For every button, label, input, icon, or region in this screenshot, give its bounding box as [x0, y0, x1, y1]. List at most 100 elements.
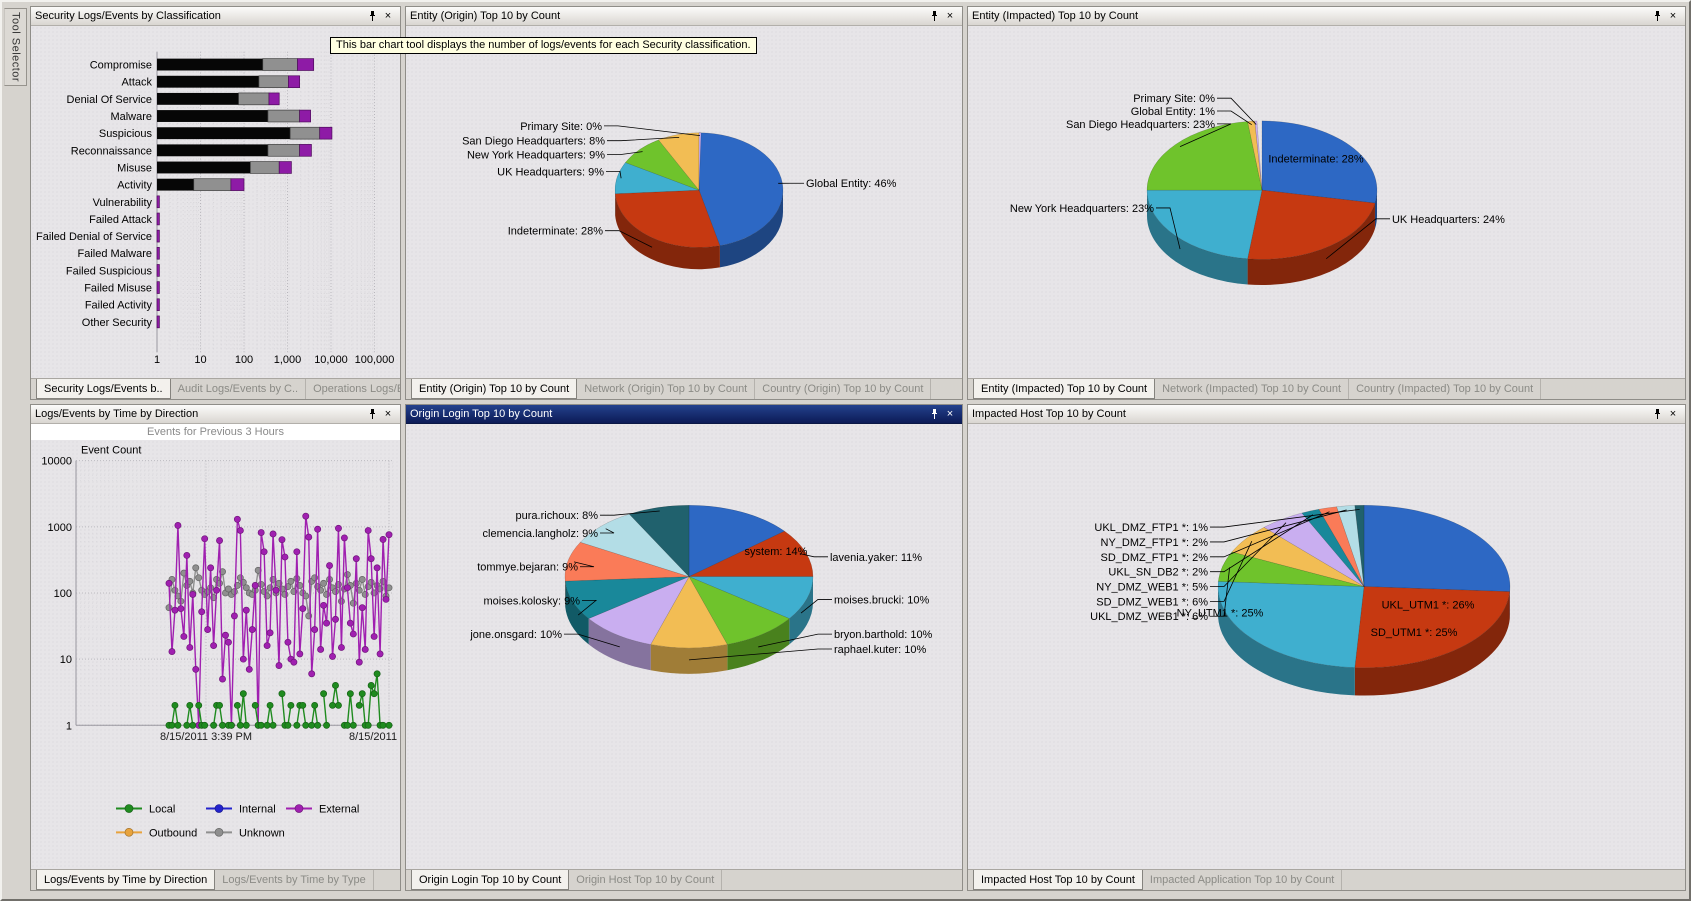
- pin-icon[interactable]: [364, 9, 380, 23]
- svg-text:New York Headquarters: 9%: New York Headquarters: 9%: [467, 150, 605, 162]
- panel-tab-row: Security Logs/Events b.. Audit Logs/Event…: [31, 378, 400, 399]
- panel-titlebar[interactable]: Logs/Events by Time by Direction ×: [31, 405, 400, 424]
- svg-text:Vulnerability: Vulnerability: [93, 197, 153, 209]
- legend-item-external[interactable]: External: [286, 804, 359, 816]
- close-icon[interactable]: ×: [1669, 9, 1677, 22]
- close-icon[interactable]: ×: [946, 9, 954, 22]
- panel-title: Security Logs/Events by Classification: [35, 10, 221, 22]
- legend-item-unknown[interactable]: Unknown: [206, 827, 285, 839]
- panel-title: Impacted Host Top 10 by Count: [972, 408, 1126, 420]
- tab-network-impacted-top-10-by-count[interactable]: Network (Impacted) Top 10 by Count: [1155, 379, 1350, 399]
- svg-text:pura.richoux: 8%: pura.richoux: 8%: [516, 510, 599, 522]
- close-icon[interactable]: ×: [946, 407, 954, 420]
- svg-text:moises.kolosky: 9%: moises.kolosky: 9%: [484, 595, 581, 607]
- tab-origin-host-top-10-by-count[interactable]: Origin Host Top 10 by Count: [569, 870, 723, 890]
- tab-country-origin-top-10-by-count[interactable]: Country (Origin) Top 10 by Count: [755, 379, 932, 399]
- svg-text:Malware: Malware: [110, 111, 152, 123]
- svg-text:Suspicious: Suspicious: [99, 128, 153, 140]
- tooltip: This bar chart tool displays the number …: [330, 37, 757, 54]
- impacted-entity-chart-area: Indeterminate: 28% UK Headquarters: 24% Ne…: [968, 26, 1685, 378]
- svg-text:UKL_DMZ_WEB1 *: 6%: UKL_DMZ_WEB1 *: 6%: [1090, 611, 1208, 623]
- close-icon[interactable]: ×: [384, 9, 392, 22]
- close-icon[interactable]: ×: [1669, 407, 1677, 420]
- pin-icon[interactable]: [364, 407, 380, 421]
- impacted-entity-pie-chart[interactable]: Indeterminate: 28% UK Headquarters: 24% Ne…: [968, 26, 1685, 378]
- tab-country-impacted-top-10-by-count[interactable]: Country (Impacted) Top 10 by Count: [1349, 379, 1542, 399]
- tab-security-logs-events-b[interactable]: Security Logs/Events b..: [36, 379, 171, 399]
- pin-icon[interactable]: [1649, 407, 1665, 421]
- svg-text:UK Headquarters: 24%: UK Headquarters: 24%: [1392, 214, 1505, 226]
- origin-login-pie-chart[interactable]: system: 14% lavenia.yaker: 11% moises.bruc…: [406, 424, 962, 869]
- svg-text:New York Headquarters: 23%: New York Headquarters: 23%: [1010, 203, 1154, 215]
- svg-text:8/15/2011 3:39 PM: 8/15/2011 3:39 PM: [160, 731, 252, 743]
- legend-item-outbound[interactable]: Outbound: [116, 827, 197, 839]
- legend-item-internal[interactable]: Internal: [206, 804, 276, 816]
- svg-text:100,000: 100,000: [355, 354, 395, 366]
- panel-titlebar[interactable]: Impacted Host Top 10 by Count ×: [968, 405, 1685, 424]
- classification-bar-chart[interactable]: Compromise Attack Denial Of Service Malware…: [31, 26, 400, 378]
- svg-text:clemencia.langholz: 9%: clemencia.langholz: 9%: [483, 528, 599, 540]
- svg-text:Other Security: Other Security: [82, 317, 153, 329]
- panel-titlebar[interactable]: Security Logs/Events by Classification ×: [31, 7, 400, 26]
- tab-logs-events-by-time-by-type[interactable]: Logs/Events by Time by Type: [215, 870, 374, 890]
- origin-entity-chart-area: Global Entity: 46% Indeterminate: 28% UK H…: [406, 26, 962, 378]
- classification-chart-area: Compromise Attack Denial Of Service Malware…: [31, 26, 400, 378]
- pin-icon[interactable]: [926, 9, 942, 23]
- tab-operations-logs-event[interactable]: Operations Logs/Event...: [306, 379, 400, 399]
- svg-text:San Diego Headquarters: 8%: San Diego Headquarters: 8%: [462, 136, 605, 148]
- svg-text:NY_UTM1 *: 25%: NY_UTM1 *: 25%: [1177, 607, 1264, 619]
- svg-text:10,000: 10,000: [314, 354, 348, 366]
- close-icon[interactable]: ×: [384, 407, 392, 420]
- svg-text:San Diego Headquarters: 23%: San Diego Headquarters: 23%: [1066, 119, 1215, 131]
- panel-titlebar[interactable]: Entity (Origin) Top 10 by Count ×: [406, 7, 962, 26]
- svg-text:Compromise: Compromise: [90, 60, 152, 72]
- time-direction-chart-area: Events for Previous 3 Hours Event Count 1…: [31, 424, 400, 869]
- svg-text:Local: Local: [149, 804, 175, 816]
- svg-text:Primary Site: 0%: Primary Site: 0%: [520, 121, 602, 133]
- svg-text:UKL_SN_DB2 *: 2%: UKL_SN_DB2 *: 2%: [1108, 567, 1208, 579]
- panel-title: Entity (Origin) Top 10 by Count: [410, 10, 561, 22]
- svg-text:1: 1: [154, 354, 160, 366]
- panel-title: Entity (Impacted) Top 10 by Count: [972, 10, 1139, 22]
- svg-text:Global Entity: 1%: Global Entity: 1%: [1131, 106, 1216, 118]
- tab-network-origin-top-10-by-count[interactable]: Network (Origin) Top 10 by Count: [577, 379, 756, 399]
- svg-text:Misuse: Misuse: [117, 162, 152, 174]
- svg-text:UK Headquarters: 9%: UK Headquarters: 9%: [497, 166, 604, 178]
- legend-item-local[interactable]: Local: [116, 804, 175, 816]
- svg-text:External: External: [319, 804, 359, 816]
- tab-impacted-host-top-10-by-count[interactable]: Impacted Host Top 10 by Count: [973, 870, 1143, 890]
- svg-text:Primary Site: 0%: Primary Site: 0%: [1133, 93, 1215, 105]
- origin-entity-pie-chart[interactable]: Global Entity: 46% Indeterminate: 28% UK H…: [406, 26, 962, 378]
- svg-text:Reconnaissance: Reconnaissance: [71, 145, 152, 157]
- svg-text:UKL_UTM1 *: 26%: UKL_UTM1 *: 26%: [1382, 599, 1475, 611]
- svg-text:Event Count: Event Count: [81, 445, 141, 457]
- tab-audit-logs-events-by-c[interactable]: Audit Logs/Events by C..: [171, 379, 307, 399]
- panel-tab-row: Entity (Origin) Top 10 by Count Network (…: [406, 378, 962, 399]
- svg-text:10: 10: [60, 654, 72, 666]
- tab-impacted-application-top-10-by-count[interactable]: Impacted Application Top 10 by Count: [1143, 870, 1343, 890]
- svg-text:Denial Of Service: Denial Of Service: [67, 94, 152, 106]
- panel-impacted-host: Impacted Host Top 10 by Count × UKL_UTM1…: [967, 404, 1686, 891]
- impacted-host-chart-area: UKL_UTM1 *: 26% SD_UTM1 *: 25% NY_UTM1 *: …: [968, 424, 1685, 869]
- svg-text:Outbound: Outbound: [149, 827, 197, 839]
- svg-text:8/15/2011 5:09 P: 8/15/2011 5:09 P: [349, 731, 400, 743]
- tab-entity-impacted-top-10-by-count[interactable]: Entity (Impacted) Top 10 by Count: [973, 379, 1156, 399]
- svg-text:NY_DMZ_FTP1 *: 2%: NY_DMZ_FTP1 *: 2%: [1101, 537, 1209, 549]
- svg-text:SD_UTM1 *: 25%: SD_UTM1 *: 25%: [1371, 627, 1458, 639]
- svg-text:Indeterminate: 28%: Indeterminate: 28%: [508, 226, 604, 238]
- svg-text:jone.onsgard: 10%: jone.onsgard: 10%: [469, 629, 562, 641]
- tool-selector-tab[interactable]: Tool Selector: [4, 8, 27, 86]
- svg-text:Failed Misuse: Failed Misuse: [84, 283, 152, 295]
- tab-entity-origin-top-10-by-count[interactable]: Entity (Origin) Top 10 by Count: [411, 379, 578, 399]
- svg-text:10: 10: [194, 354, 206, 366]
- panel-titlebar[interactable]: Entity (Impacted) Top 10 by Count ×: [968, 7, 1685, 26]
- pin-icon[interactable]: [926, 407, 942, 421]
- origin-login-chart-area: system: 14% lavenia.yaker: 11% moises.bruc…: [406, 424, 962, 869]
- tab-logs-events-by-time-by-direction[interactable]: Logs/Events by Time by Direction: [36, 870, 216, 890]
- time-direction-line-chart[interactable]: Event Count 10000 1000 100 10 1 8/15/2011 3:39…: [31, 424, 400, 869]
- impacted-host-pie-chart[interactable]: UKL_UTM1 *: 26% SD_UTM1 *: 25% NY_UTM1 *: …: [968, 424, 1685, 869]
- tab-origin-login-top-10-by-count[interactable]: Origin Login Top 10 by Count: [411, 870, 570, 890]
- svg-text:Attack: Attack: [121, 77, 152, 89]
- pin-icon[interactable]: [1649, 9, 1665, 23]
- panel-titlebar[interactable]: Origin Login Top 10 by Count ×: [406, 405, 962, 424]
